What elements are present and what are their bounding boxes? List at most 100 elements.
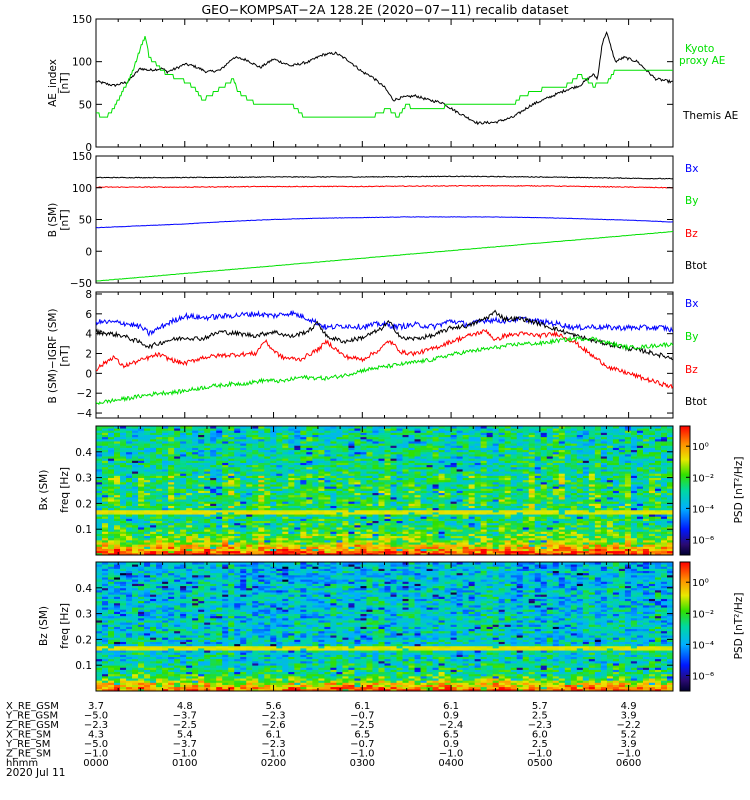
spectrogram-cell <box>276 499 283 502</box>
spectrogram-cell <box>186 447 193 451</box>
spectrogram-cell <box>162 484 169 487</box>
spectrogram-cell <box>180 529 187 532</box>
spectrogram-cell <box>162 426 169 429</box>
spectrogram-cell <box>186 466 193 470</box>
spectrogram-cell <box>240 484 247 487</box>
spectrogram-cell <box>186 456 193 459</box>
spectrogram-cell <box>186 460 193 463</box>
spectrogram-cell <box>306 512 313 515</box>
spectrogram-cell <box>312 542 319 545</box>
spectrogram-cell <box>336 438 343 442</box>
spectrogram-cell <box>258 503 265 506</box>
spectrogram-cell <box>216 481 223 485</box>
spectrogram-cell <box>234 456 241 459</box>
spectrogram-cell <box>198 552 205 556</box>
spectrogram-cell <box>240 438 247 442</box>
spectrogram-cell <box>102 494 109 498</box>
spectrogram-cell <box>300 451 307 455</box>
spectrogram-cell <box>114 503 121 506</box>
spectrogram-cell <box>180 546 187 549</box>
spectrogram-cell <box>204 479 211 483</box>
spectrogram-cell <box>162 490 169 494</box>
spectrogram-cell <box>192 477 199 481</box>
spectrogram-cell <box>144 484 151 487</box>
spectrogram-cell <box>120 524 127 528</box>
spectrogram-cell <box>342 533 349 537</box>
spectrogram-cell <box>180 447 187 451</box>
spectrogram-cell <box>216 432 223 435</box>
spectrogram-cell <box>156 492 163 496</box>
spectrogram-cell <box>324 475 331 478</box>
spectrogram-cell <box>312 436 319 440</box>
spectrogram-cell <box>228 492 235 496</box>
spectrogram-cell <box>126 535 133 539</box>
spectrogram-cell <box>210 546 217 549</box>
spectrogram-cell <box>126 456 133 459</box>
spectrogram-cell <box>258 477 265 481</box>
spectrogram-cell <box>228 537 235 541</box>
spectrogram-cell <box>156 529 163 532</box>
spectrogram-cell <box>132 453 139 457</box>
spectrogram-cell <box>198 527 205 530</box>
spectrogram-cell <box>318 479 325 483</box>
spectrogram-cell <box>228 518 235 521</box>
spectrogram-cell <box>282 447 289 451</box>
spectrogram-cell <box>306 428 313 431</box>
spectrogram-cell <box>264 426 271 429</box>
spectrogram-cell <box>162 447 169 451</box>
spectrogram-cell <box>318 518 325 521</box>
spectrogram-cell <box>234 546 241 549</box>
spectrogram-cell <box>204 471 211 474</box>
spectrogram-cell <box>324 548 331 552</box>
spectrogram-cell <box>108 428 115 431</box>
spectrogram-cell <box>252 507 259 511</box>
spectrogram-cell <box>186 484 193 487</box>
spectrogram-cell <box>144 443 151 446</box>
spectrogram-cell <box>204 481 211 485</box>
spectrogram-cell <box>318 436 325 440</box>
spectrogram-cell <box>132 514 139 517</box>
spectrogram-cell <box>312 537 319 541</box>
spectrogram-cell <box>126 458 133 461</box>
spectrogram-cell <box>330 505 337 509</box>
spectrogram-cell <box>336 453 343 457</box>
spectrogram-cell <box>336 505 343 509</box>
spectrogram-cell <box>294 477 301 481</box>
spectrogram-cell <box>138 441 145 444</box>
spectrogram-cell <box>294 548 301 552</box>
spectrogram-cell <box>96 469 103 472</box>
spectrogram-cell <box>312 449 319 453</box>
spectrogram-cell <box>216 537 223 541</box>
spectrogram-cell <box>132 479 139 483</box>
spectrogram-cell <box>300 430 307 433</box>
spectrogram-cell <box>258 434 265 438</box>
spectrogram-cell <box>282 509 289 513</box>
spectrogram-cell <box>300 518 307 521</box>
spectrogram-cell <box>318 505 325 509</box>
spectrogram-cell <box>192 546 199 549</box>
spectrogram-cell <box>102 484 109 487</box>
spectrogram-cell <box>252 475 259 478</box>
spectrogram-cell <box>216 475 223 478</box>
spectrogram-cell <box>204 518 211 521</box>
spectrogram-cell <box>156 453 163 457</box>
spectrogram-cell <box>318 514 325 517</box>
spectrogram-cell <box>180 548 187 552</box>
spectrogram-cell <box>324 441 331 444</box>
spectrogram-cell <box>126 522 133 526</box>
spectrogram-cell <box>114 462 121 466</box>
spectrogram-cell <box>276 512 283 515</box>
spectrogram-cell <box>288 479 295 483</box>
spectrogram-cell <box>120 542 127 545</box>
spectrogram-cell <box>168 475 175 478</box>
spectrogram-cell <box>264 453 271 457</box>
spectrogram-cell <box>300 488 307 491</box>
spectrogram-cell <box>198 509 205 513</box>
spectrogram-cell <box>294 438 301 442</box>
spectrogram-cell <box>306 458 313 461</box>
spectrogram-cell <box>234 460 241 463</box>
spectrogram-cell <box>282 458 289 461</box>
spectrogram-cell <box>96 466 103 470</box>
spectrogram-cell <box>120 475 127 478</box>
spectrogram-cell <box>96 441 103 444</box>
